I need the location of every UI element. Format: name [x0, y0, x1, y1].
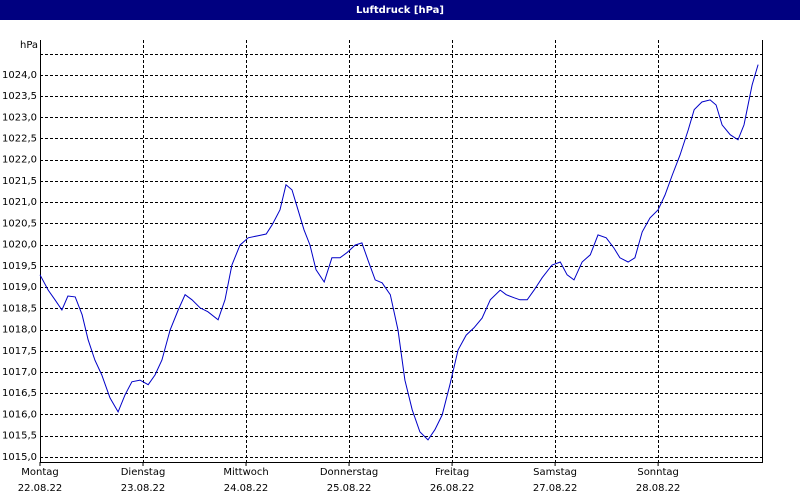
title-bar — [0, 0, 800, 20]
y-tick-label: 1023,5 — [2, 91, 37, 102]
y-tick-label: 1016,0 — [2, 409, 37, 420]
x-tick-label: Freitag — [435, 467, 469, 478]
x-tick-label: Dienstag — [121, 467, 166, 478]
y-tick-label: 1019,0 — [2, 282, 37, 293]
y-tick-label: 1015,0 — [2, 452, 37, 463]
y-unit: hPa — [20, 40, 38, 51]
y-tick-label: 1015,5 — [2, 431, 37, 442]
y-tick-label: 1022,5 — [2, 133, 37, 144]
x-tick-date: 27.08.22 — [533, 483, 578, 494]
data-line — [39, 64, 759, 441]
x-tick-label: Donnerstag — [320, 467, 378, 478]
chart-title: Luftdruck [hPa] — [356, 5, 444, 16]
y-tick-label: 1018,0 — [2, 325, 37, 336]
y-tick-label: 1019,5 — [2, 261, 37, 272]
x-tick-label: Montag — [21, 467, 58, 478]
x-tick-date: 24.08.22 — [224, 483, 269, 494]
y-tick-label: 1024,0 — [2, 70, 37, 81]
y-tick-label: 1020,0 — [2, 240, 37, 251]
y-tick-label: 1017,5 — [2, 346, 37, 357]
x-tick-label: Samstag — [533, 467, 577, 478]
y-tick-label: 1021,0 — [2, 197, 37, 208]
x-tick-date: 28.08.22 — [636, 483, 681, 494]
y-tick-label: 1023,0 — [2, 112, 37, 123]
x-tick-label: Sonntag — [637, 467, 679, 478]
x-tick-date: 22.08.22 — [18, 483, 63, 494]
y-tick-label: 1017,0 — [2, 367, 37, 378]
y-tick-label: 1018,5 — [2, 303, 37, 314]
x-tick-date: 26.08.22 — [430, 483, 475, 494]
y-tick-label: 1021,5 — [2, 176, 37, 187]
x-tick-date: 25.08.22 — [327, 483, 372, 494]
x-tick-date: 23.08.22 — [121, 483, 166, 494]
y-tick-label: 1020,5 — [2, 218, 37, 229]
y-tick-label: 1016,5 — [2, 388, 37, 399]
y-tick-label: 1022,0 — [2, 155, 37, 166]
x-tick-label: Mittwoch — [223, 467, 268, 478]
